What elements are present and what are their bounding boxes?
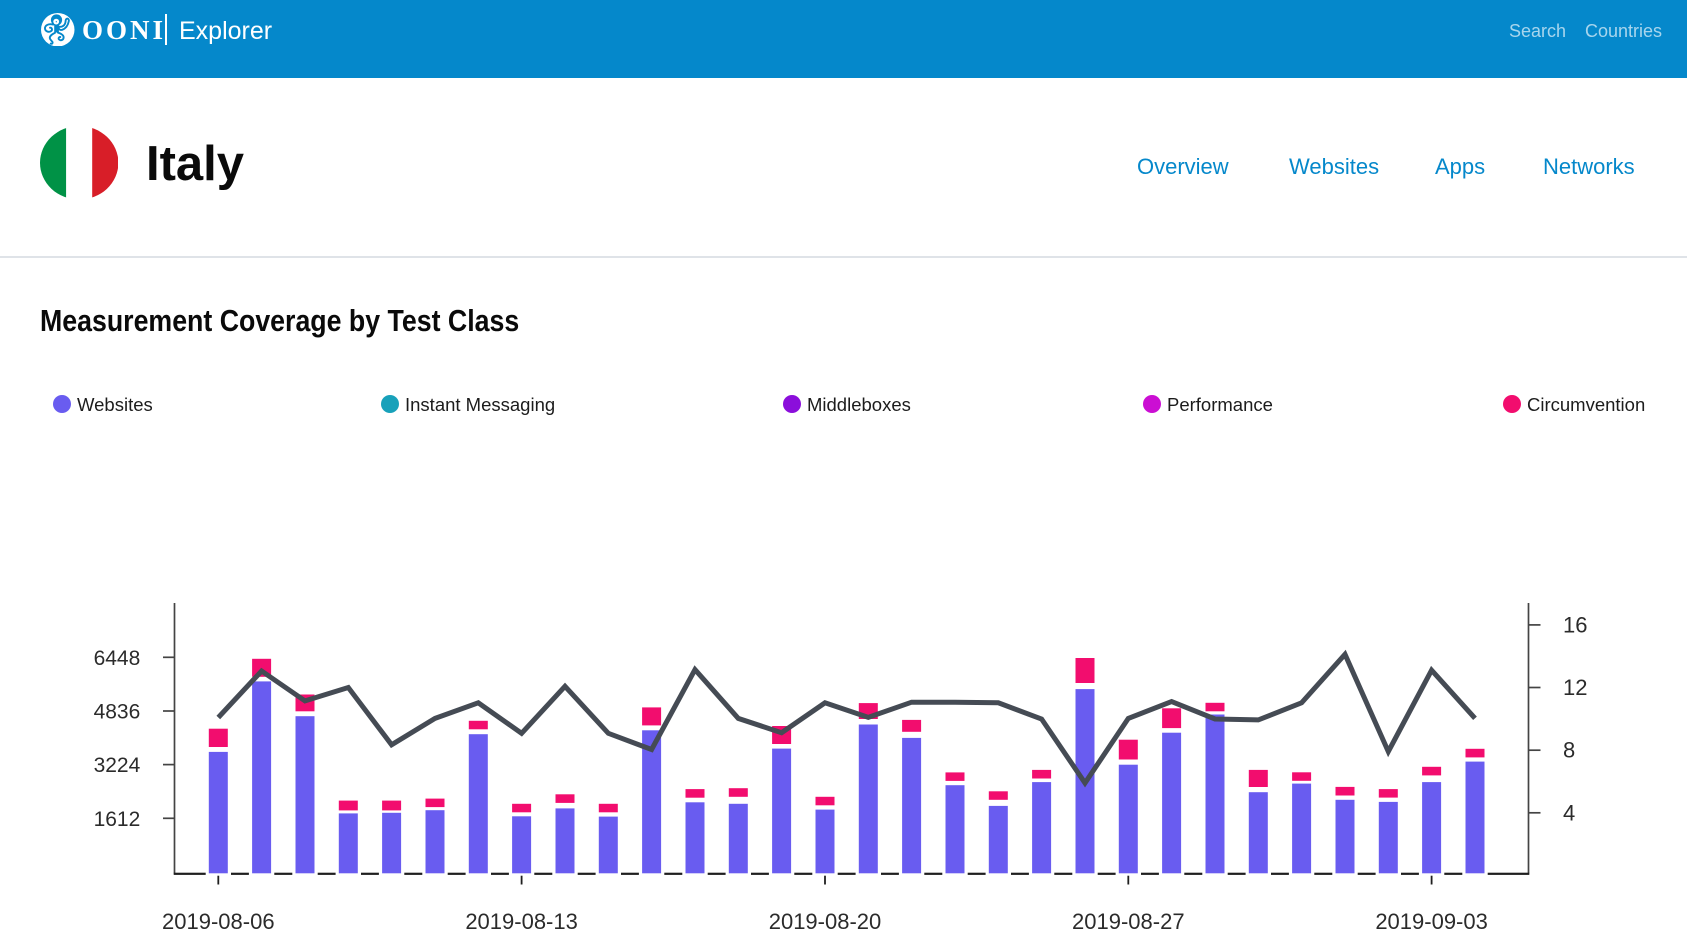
svg-text:2019-09-03: 2019-09-03 xyxy=(1375,909,1488,934)
svg-text:2019-08-27: 2019-08-27 xyxy=(1072,909,1185,934)
svg-text:4836: 4836 xyxy=(94,701,141,724)
svg-text:6448: 6448 xyxy=(94,647,141,670)
svg-text:4: 4 xyxy=(1563,800,1575,825)
svg-text:2019-08-06: 2019-08-06 xyxy=(162,909,275,934)
svg-text:8: 8 xyxy=(1563,738,1575,763)
svg-text:1612: 1612 xyxy=(94,808,141,831)
svg-text:12: 12 xyxy=(1563,675,1587,700)
svg-text:2019-08-20: 2019-08-20 xyxy=(769,909,882,934)
svg-text:3224: 3224 xyxy=(94,754,141,777)
svg-text:2019-08-13: 2019-08-13 xyxy=(465,909,578,934)
svg-text:16: 16 xyxy=(1563,612,1587,637)
